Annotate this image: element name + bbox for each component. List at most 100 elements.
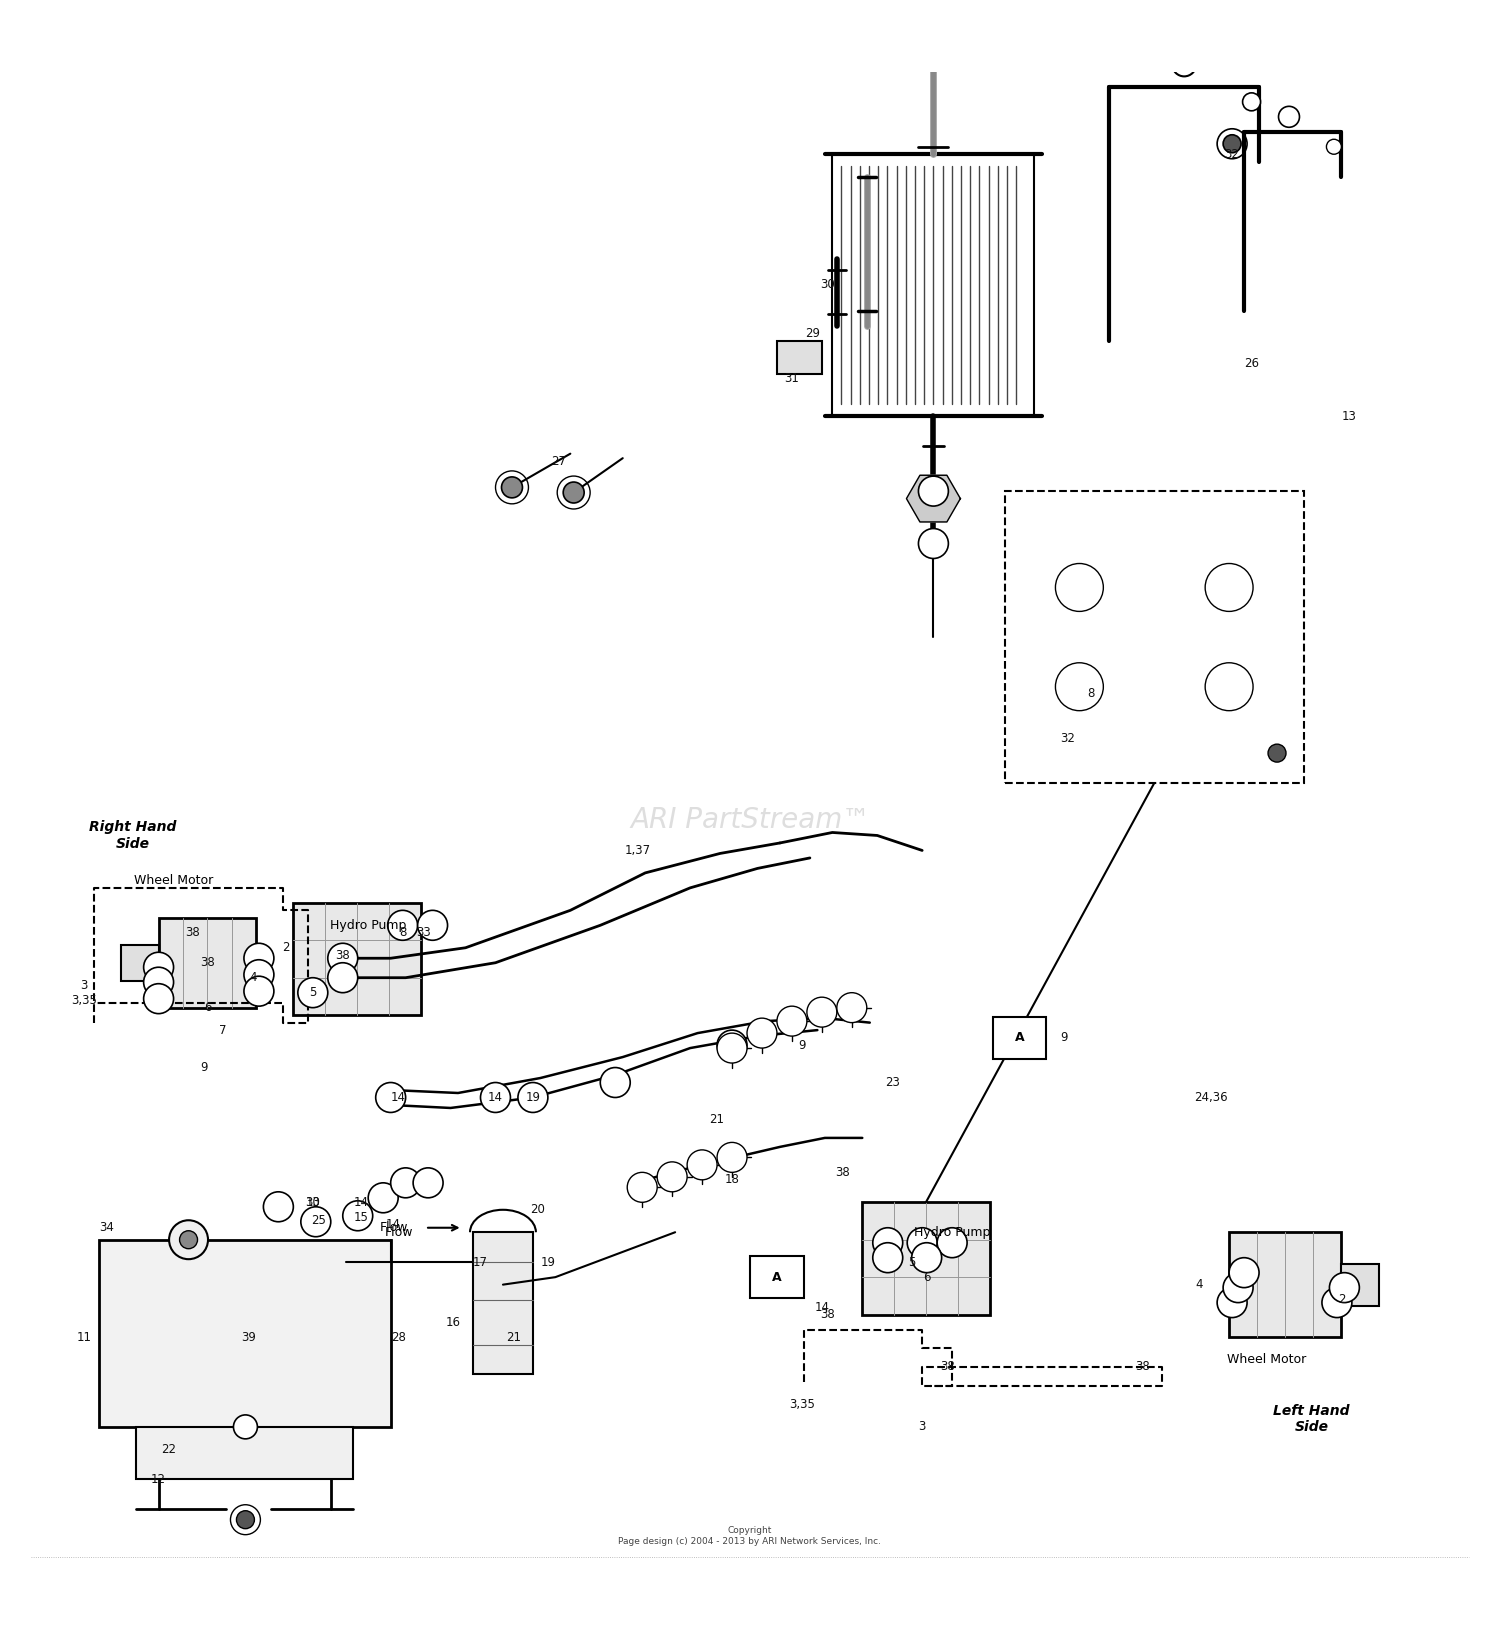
- Text: 38: 38: [821, 1308, 836, 1321]
- Circle shape: [627, 1172, 657, 1203]
- Text: 31: 31: [784, 373, 800, 386]
- Text: 24,36: 24,36: [1194, 1091, 1228, 1104]
- Circle shape: [390, 1168, 420, 1198]
- Circle shape: [244, 960, 274, 990]
- Circle shape: [417, 911, 447, 940]
- Circle shape: [1216, 1288, 1246, 1318]
- Text: 8: 8: [1088, 686, 1095, 699]
- Text: 4: 4: [1196, 1278, 1203, 1291]
- Text: 33: 33: [306, 1196, 320, 1209]
- Bar: [99, 1239, 390, 1428]
- Circle shape: [234, 1415, 258, 1439]
- Circle shape: [480, 1083, 510, 1113]
- Circle shape: [1180, 31, 1202, 53]
- Circle shape: [1268, 743, 1286, 761]
- Circle shape: [873, 1227, 903, 1257]
- Text: 28: 28: [390, 1331, 405, 1344]
- Text: 20: 20: [530, 1203, 544, 1216]
- Text: Wheel Motor: Wheel Motor: [1227, 1352, 1306, 1365]
- Circle shape: [807, 998, 837, 1027]
- Text: 25: 25: [312, 1214, 326, 1227]
- Text: 5: 5: [908, 1255, 915, 1268]
- Circle shape: [717, 1142, 747, 1172]
- Bar: [136, 1428, 352, 1479]
- Circle shape: [244, 944, 274, 973]
- Text: A: A: [1014, 1031, 1025, 1044]
- Circle shape: [717, 1034, 747, 1063]
- Text: 38: 38: [836, 1165, 850, 1178]
- Circle shape: [244, 976, 274, 1006]
- Circle shape: [562, 482, 584, 504]
- Text: 10: 10: [306, 1196, 320, 1209]
- Text: 32: 32: [1224, 148, 1239, 161]
- Circle shape: [837, 993, 867, 1022]
- Bar: [472, 1232, 532, 1375]
- Text: 11: 11: [76, 1331, 92, 1344]
- Text: 14: 14: [488, 1091, 502, 1104]
- Circle shape: [1222, 135, 1240, 153]
- Text: 38: 38: [336, 948, 350, 962]
- Text: 18: 18: [724, 1173, 740, 1186]
- Text: 7: 7: [219, 1024, 226, 1037]
- Circle shape: [328, 944, 357, 973]
- Text: 38: 38: [940, 1360, 956, 1374]
- Text: Hydro Pump: Hydro Pump: [330, 919, 406, 932]
- Bar: [777, 341, 822, 374]
- Text: 39: 39: [242, 1331, 256, 1344]
- Circle shape: [368, 1183, 398, 1213]
- Circle shape: [908, 1227, 938, 1257]
- Text: 14: 14: [390, 1091, 405, 1104]
- Circle shape: [600, 1068, 630, 1098]
- Text: Hydro Pump: Hydro Pump: [914, 1226, 990, 1239]
- Circle shape: [298, 978, 328, 1008]
- Text: 1,37: 1,37: [624, 843, 651, 857]
- Text: 21: 21: [710, 1114, 724, 1126]
- Bar: [294, 903, 420, 1016]
- Circle shape: [1222, 1273, 1252, 1303]
- Text: 3: 3: [80, 978, 87, 991]
- Text: 19: 19: [525, 1091, 540, 1104]
- Text: 12: 12: [152, 1472, 166, 1485]
- Bar: [833, 154, 1035, 417]
- Circle shape: [264, 1191, 294, 1223]
- Text: ARI PartStream™: ARI PartStream™: [630, 806, 870, 835]
- Bar: [1341, 1264, 1378, 1306]
- Text: 3,35: 3,35: [789, 1398, 816, 1411]
- Circle shape: [912, 1242, 942, 1273]
- Text: 19: 19: [540, 1255, 555, 1268]
- Text: 8: 8: [399, 926, 406, 939]
- Text: 32: 32: [1060, 732, 1076, 745]
- Text: 6: 6: [922, 1270, 930, 1283]
- Bar: [159, 917, 256, 1008]
- Circle shape: [1228, 1257, 1258, 1288]
- Text: Right Hand
Side: Right Hand Side: [90, 820, 177, 850]
- Circle shape: [938, 1227, 968, 1257]
- Text: 16: 16: [446, 1316, 460, 1329]
- Bar: [862, 1203, 990, 1314]
- Text: 26: 26: [1244, 358, 1258, 371]
- Text: 2: 2: [1338, 1293, 1346, 1306]
- Circle shape: [918, 528, 948, 558]
- Text: 30: 30: [821, 277, 836, 290]
- Text: 9: 9: [1060, 1031, 1068, 1044]
- Circle shape: [170, 1221, 208, 1259]
- Circle shape: [777, 1006, 807, 1035]
- Circle shape: [344, 1201, 372, 1231]
- Circle shape: [328, 963, 357, 993]
- Text: 33: 33: [416, 926, 430, 939]
- Circle shape: [873, 1242, 903, 1273]
- Bar: [993, 1017, 1047, 1058]
- Text: 6: 6: [204, 1001, 212, 1014]
- Text: 27: 27: [550, 455, 566, 468]
- Text: Wheel Motor: Wheel Motor: [134, 875, 213, 886]
- Text: 9: 9: [798, 1039, 806, 1052]
- Circle shape: [144, 967, 174, 998]
- Circle shape: [387, 911, 417, 940]
- Text: 3,35: 3,35: [70, 994, 96, 1006]
- Text: 14: 14: [815, 1301, 830, 1313]
- Text: Left Hand
Side: Left Hand Side: [1274, 1405, 1350, 1434]
- Circle shape: [144, 983, 174, 1014]
- Text: 14: 14: [352, 1196, 368, 1209]
- Bar: [1228, 1232, 1341, 1337]
- Text: 17: 17: [472, 1255, 488, 1268]
